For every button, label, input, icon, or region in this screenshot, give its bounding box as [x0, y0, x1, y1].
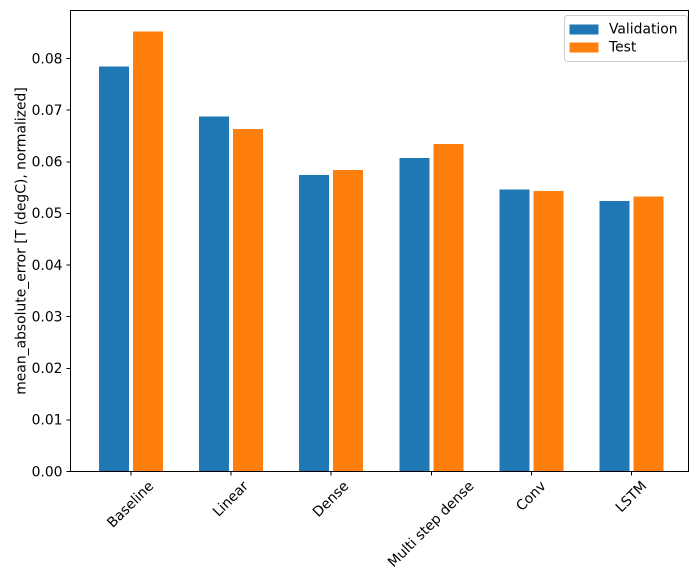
y-tick-label: 0.06 [32, 155, 63, 171]
y-tick-label: 0.04 [32, 258, 63, 274]
bar-test-linear [232, 129, 263, 472]
legend-label-test: Test [608, 40, 637, 56]
bar-validation-dense [299, 175, 330, 472]
bar-validation-multi-step-dense [399, 158, 430, 472]
bar-test-dense [333, 170, 364, 472]
axes-spines [70, 10, 689, 472]
x-tick-label-dense: Dense [310, 478, 352, 520]
bar-test-lstm [633, 196, 664, 472]
bar-validation-conv [499, 189, 530, 472]
bar-test-conv [533, 191, 564, 472]
y-tick-label: 0.02 [32, 361, 63, 377]
y-tick-label: 0.01 [32, 413, 63, 429]
bar-validation-baseline [98, 66, 129, 472]
legend-swatch-validation [569, 24, 599, 35]
bar-test-baseline [132, 31, 163, 472]
y-tick-label: 0.08 [32, 51, 63, 67]
x-tick-label-baseline: Baseline [104, 478, 157, 531]
y-axis-label: mean_absolute_error [T (degC), normalize… [14, 87, 30, 395]
y-tick-label: 0.00 [32, 464, 63, 480]
y-tick-label: 0.07 [32, 103, 63, 119]
legend-swatch-test [569, 42, 599, 53]
bar-validation-lstm [599, 200, 630, 472]
x-tick-label-lstm: LSTM [613, 478, 650, 515]
y-tick-label: 0.03 [32, 309, 63, 325]
y-tick-label: 0.05 [32, 206, 63, 222]
bar-test-multi-step-dense [433, 144, 464, 472]
x-tick-label-linear: Linear [210, 478, 252, 520]
x-tick-label-multi-step-dense: Multi step dense [385, 478, 477, 570]
bar-validation-linear [198, 116, 229, 472]
plot-area [70, 10, 689, 472]
legend-label-validation: Validation [609, 22, 678, 38]
x-tick-label-conv: Conv [513, 478, 549, 514]
